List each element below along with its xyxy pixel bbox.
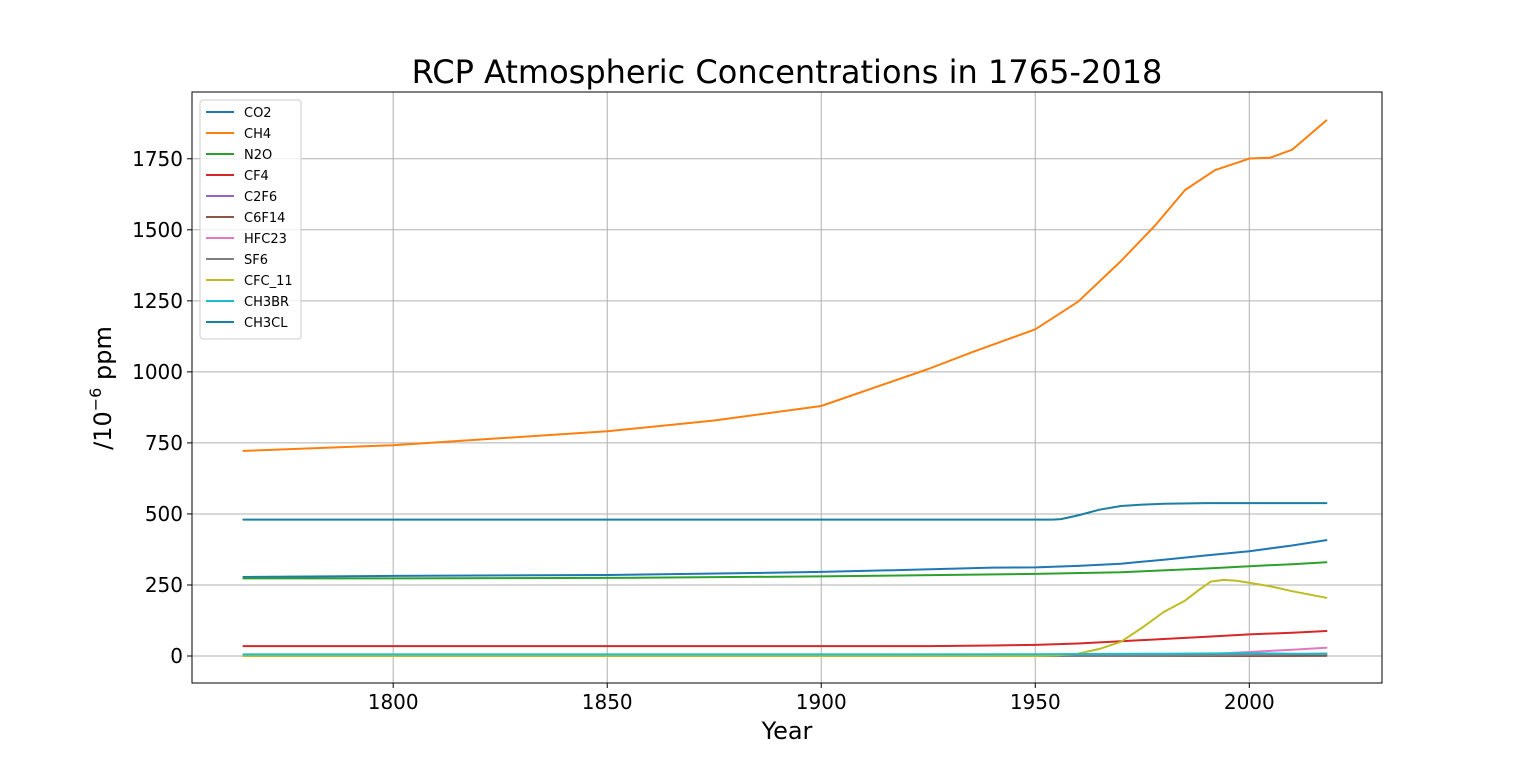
y-tick-label: 0: [170, 644, 183, 668]
x-tick-label: 1800: [368, 690, 419, 714]
x-axis-label: Year: [761, 717, 813, 745]
y-tick-label: 500: [145, 502, 183, 526]
legend-label: N2O: [244, 148, 272, 163]
y-tick-label: 750: [145, 431, 183, 455]
x-tick-label: 1950: [1010, 690, 1061, 714]
plot-frame: [191, 91, 1383, 684]
y-axis-label: /10−6 ppm: [86, 326, 117, 450]
legend-label: SF6: [244, 253, 268, 268]
legend-label: CH4: [244, 127, 271, 142]
series-line-n2o: [242, 561, 1328, 580]
legend-label: CH3BR: [244, 295, 289, 310]
x-tick-label: 2000: [1224, 690, 1275, 714]
legend-label: HFC23: [244, 232, 287, 247]
legend-label: CH3CL: [244, 316, 288, 331]
y-tick-label: 1000: [132, 360, 183, 384]
x-tick-label: 1850: [582, 690, 633, 714]
legend-label: C6F14: [244, 211, 285, 226]
legend-label: CFC_11: [244, 274, 293, 289]
plot-lines: [242, 119, 1328, 657]
series-line-co2: [242, 539, 1328, 578]
series-line-cf4: [242, 630, 1328, 648]
series-line-ch3cl: [242, 502, 1328, 521]
legend-label: CO2: [244, 106, 272, 121]
series-line-ch4: [242, 119, 1328, 452]
y-tick-label: 1500: [132, 218, 183, 242]
legend: CO2 CH4 N2O CF4 C2F6 C6F14 HFC23 SF6 CFC_11 CH3BR…: [199, 99, 302, 340]
legend-label: C2F6: [244, 190, 277, 205]
series-line-ch3br: [242, 652, 1328, 656]
x-tick-label: 1900: [796, 690, 847, 714]
y-tick-label: 250: [145, 573, 183, 597]
axis-ticks: 1800 1850 1900 1950 2000 0 250 500 750 1000 1250 15…: [132, 147, 1275, 714]
y-tick-label: 1250: [132, 289, 183, 313]
y-tick-label: 1750: [132, 147, 183, 171]
chart-title: RCP Atmospheric Concentrations in 1765-2…: [412, 53, 1163, 91]
grid: [192, 92, 1382, 683]
legend-label: CF4: [244, 169, 269, 184]
